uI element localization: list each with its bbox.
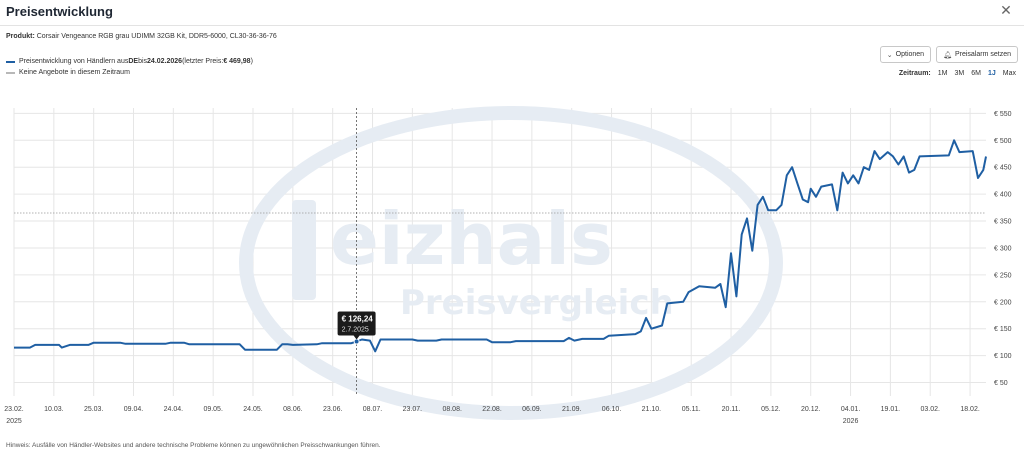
x-tick-label: 21.10.	[642, 406, 662, 413]
x-tick-label: 08.08.	[442, 406, 462, 413]
timerange-label: Zeitraum:	[898, 70, 931, 77]
timerange-3m[interactable]: 3M	[954, 70, 965, 77]
close-icon[interactable]: ✕	[1000, 2, 1012, 18]
x-year-label: 2026	[843, 418, 859, 425]
toolbar: ⌄ Optionen 🔔︎ Preisalarm setzen	[879, 46, 1018, 63]
x-tick-label: 06.10.	[602, 406, 622, 413]
y-tick-label: € 250	[994, 272, 1012, 279]
tooltip-date: 2.7.2025	[342, 327, 369, 334]
tooltip-arrow	[353, 335, 360, 340]
options-button[interactable]: ⌄ Optionen	[879, 46, 932, 63]
price-alarm-label: Preisalarm setzen	[954, 51, 1011, 58]
bell-icon: 🔔︎	[943, 51, 952, 59]
y-tick-label: € 100	[994, 353, 1012, 360]
timerange-max[interactable]: Max	[1002, 70, 1016, 77]
legend-text-no-offers: Keine Angebote in diesem Zeitraum	[19, 69, 130, 76]
chart-grid	[13, 108, 986, 396]
x-tick-label: 18.02.	[960, 406, 980, 413]
tooltip-price: € 126,24	[342, 315, 374, 324]
y-tick-label: € 350	[994, 219, 1012, 226]
dialog-title: Preisentwicklung	[6, 4, 113, 19]
legend-text-mid: bis	[138, 58, 148, 65]
x-tick-label: 23.06.	[323, 406, 343, 413]
legend-country: DE	[128, 58, 139, 65]
tooltip-box	[337, 311, 376, 336]
x-tick-label: 04.01.	[841, 406, 861, 413]
product-name: Corsair Vengeance RGB grau UDIMM 32GB Ki…	[36, 33, 277, 40]
x-tick-label: 05.11.	[682, 406, 701, 413]
y-tick-label: € 200	[994, 299, 1012, 306]
y-tick-label: € 150	[994, 326, 1012, 333]
legend-item-price: Preisentwicklung von Händlern aus DE bis…	[6, 56, 253, 67]
x-tick-label: 09.04.	[124, 406, 144, 413]
legend-swatch-grey	[6, 71, 15, 74]
price-alarm-button[interactable]: 🔔︎ Preisalarm setzen	[936, 46, 1018, 63]
options-label: Optionen	[895, 51, 925, 58]
x-tick-label: 09.05.	[203, 406, 223, 413]
timerange-1m[interactable]: 1M	[937, 70, 948, 77]
x-tick-label: 20.11.	[722, 406, 741, 413]
disclaimer-note: Hinweis: Ausfälle von Händler-Websites u…	[6, 442, 381, 449]
x-tick-label: 06.09.	[522, 406, 542, 413]
watermark-bar	[292, 200, 316, 300]
x-tick-label: 05.12.	[761, 406, 781, 413]
legend-text-pre: Preisentwicklung von Händlern aus	[19, 58, 129, 65]
chevron-down-icon: ⌄	[886, 51, 893, 59]
legend-date: 24.02.2026	[147, 58, 183, 65]
highlight-point	[353, 338, 360, 345]
watermark-sub: Preisvergleich	[400, 283, 674, 323]
x-tick-label: 10.03.	[44, 406, 64, 413]
legend-item-no-offers: Keine Angebote in diesem Zeitraum	[6, 67, 253, 78]
y-tick-label: € 450	[994, 165, 1012, 172]
timerange-1j[interactable]: 1J	[987, 70, 996, 77]
legend-text-paren: (letzter Preis:	[182, 58, 224, 65]
x-tick-label: 21.09.	[562, 406, 582, 413]
y-tick-label: € 500	[994, 138, 1012, 145]
price-series-line[interactable]	[14, 139, 987, 353]
dialog-header: Preisentwicklung ✕	[0, 0, 1024, 26]
y-tick-label: € 550	[994, 111, 1012, 118]
x-tick-label: 08.07.	[363, 406, 383, 413]
x-tick-label: 24.05.	[243, 406, 263, 413]
watermark: eizhals Preisvergleich	[239, 106, 783, 420]
x-year-label: 2025	[6, 418, 22, 425]
timerange-selector: Zeitraum: 1M 3M 6M 1J Max	[899, 70, 1016, 77]
x-tick-label: 25.03.	[84, 406, 104, 413]
watermark-ring	[239, 106, 783, 420]
chart-axes: 23.02. 2025 10.03. 25.03. 09.04. 24.04. 09.05.…	[4, 111, 1011, 425]
x-tick-label: 03.02.	[920, 406, 940, 413]
legend-text-close: )	[250, 58, 253, 65]
x-tick-label: 22.08.	[482, 406, 502, 413]
legend-last-price: € 469,98	[223, 58, 251, 65]
y-tick-label: € 400	[994, 192, 1012, 199]
watermark-brand: eizhals	[330, 197, 613, 281]
x-tick-label: 23.07.	[403, 406, 423, 413]
x-tick-label: 19.01.	[881, 406, 901, 413]
x-tick-label: 24.04.	[164, 406, 184, 413]
y-tick-label: € 50	[994, 380, 1008, 387]
x-tick-label: 23.02.	[4, 406, 24, 413]
x-tick-label: 20.12.	[801, 406, 821, 413]
legend: Preisentwicklung von Händlern aus DE bis…	[6, 56, 253, 78]
legend-swatch-blue	[6, 60, 15, 63]
y-tick-label: € 300	[994, 245, 1012, 252]
x-tick-label: 08.06.	[283, 406, 303, 413]
product-label: Produkt:	[6, 33, 35, 40]
price-tooltip: € 126,24 2.7.2025	[337, 311, 376, 340]
timerange-6m[interactable]: 6M	[971, 70, 981, 77]
product-info: Produkt: Corsair Vengeance RGB grau UDIM…	[6, 33, 277, 40]
